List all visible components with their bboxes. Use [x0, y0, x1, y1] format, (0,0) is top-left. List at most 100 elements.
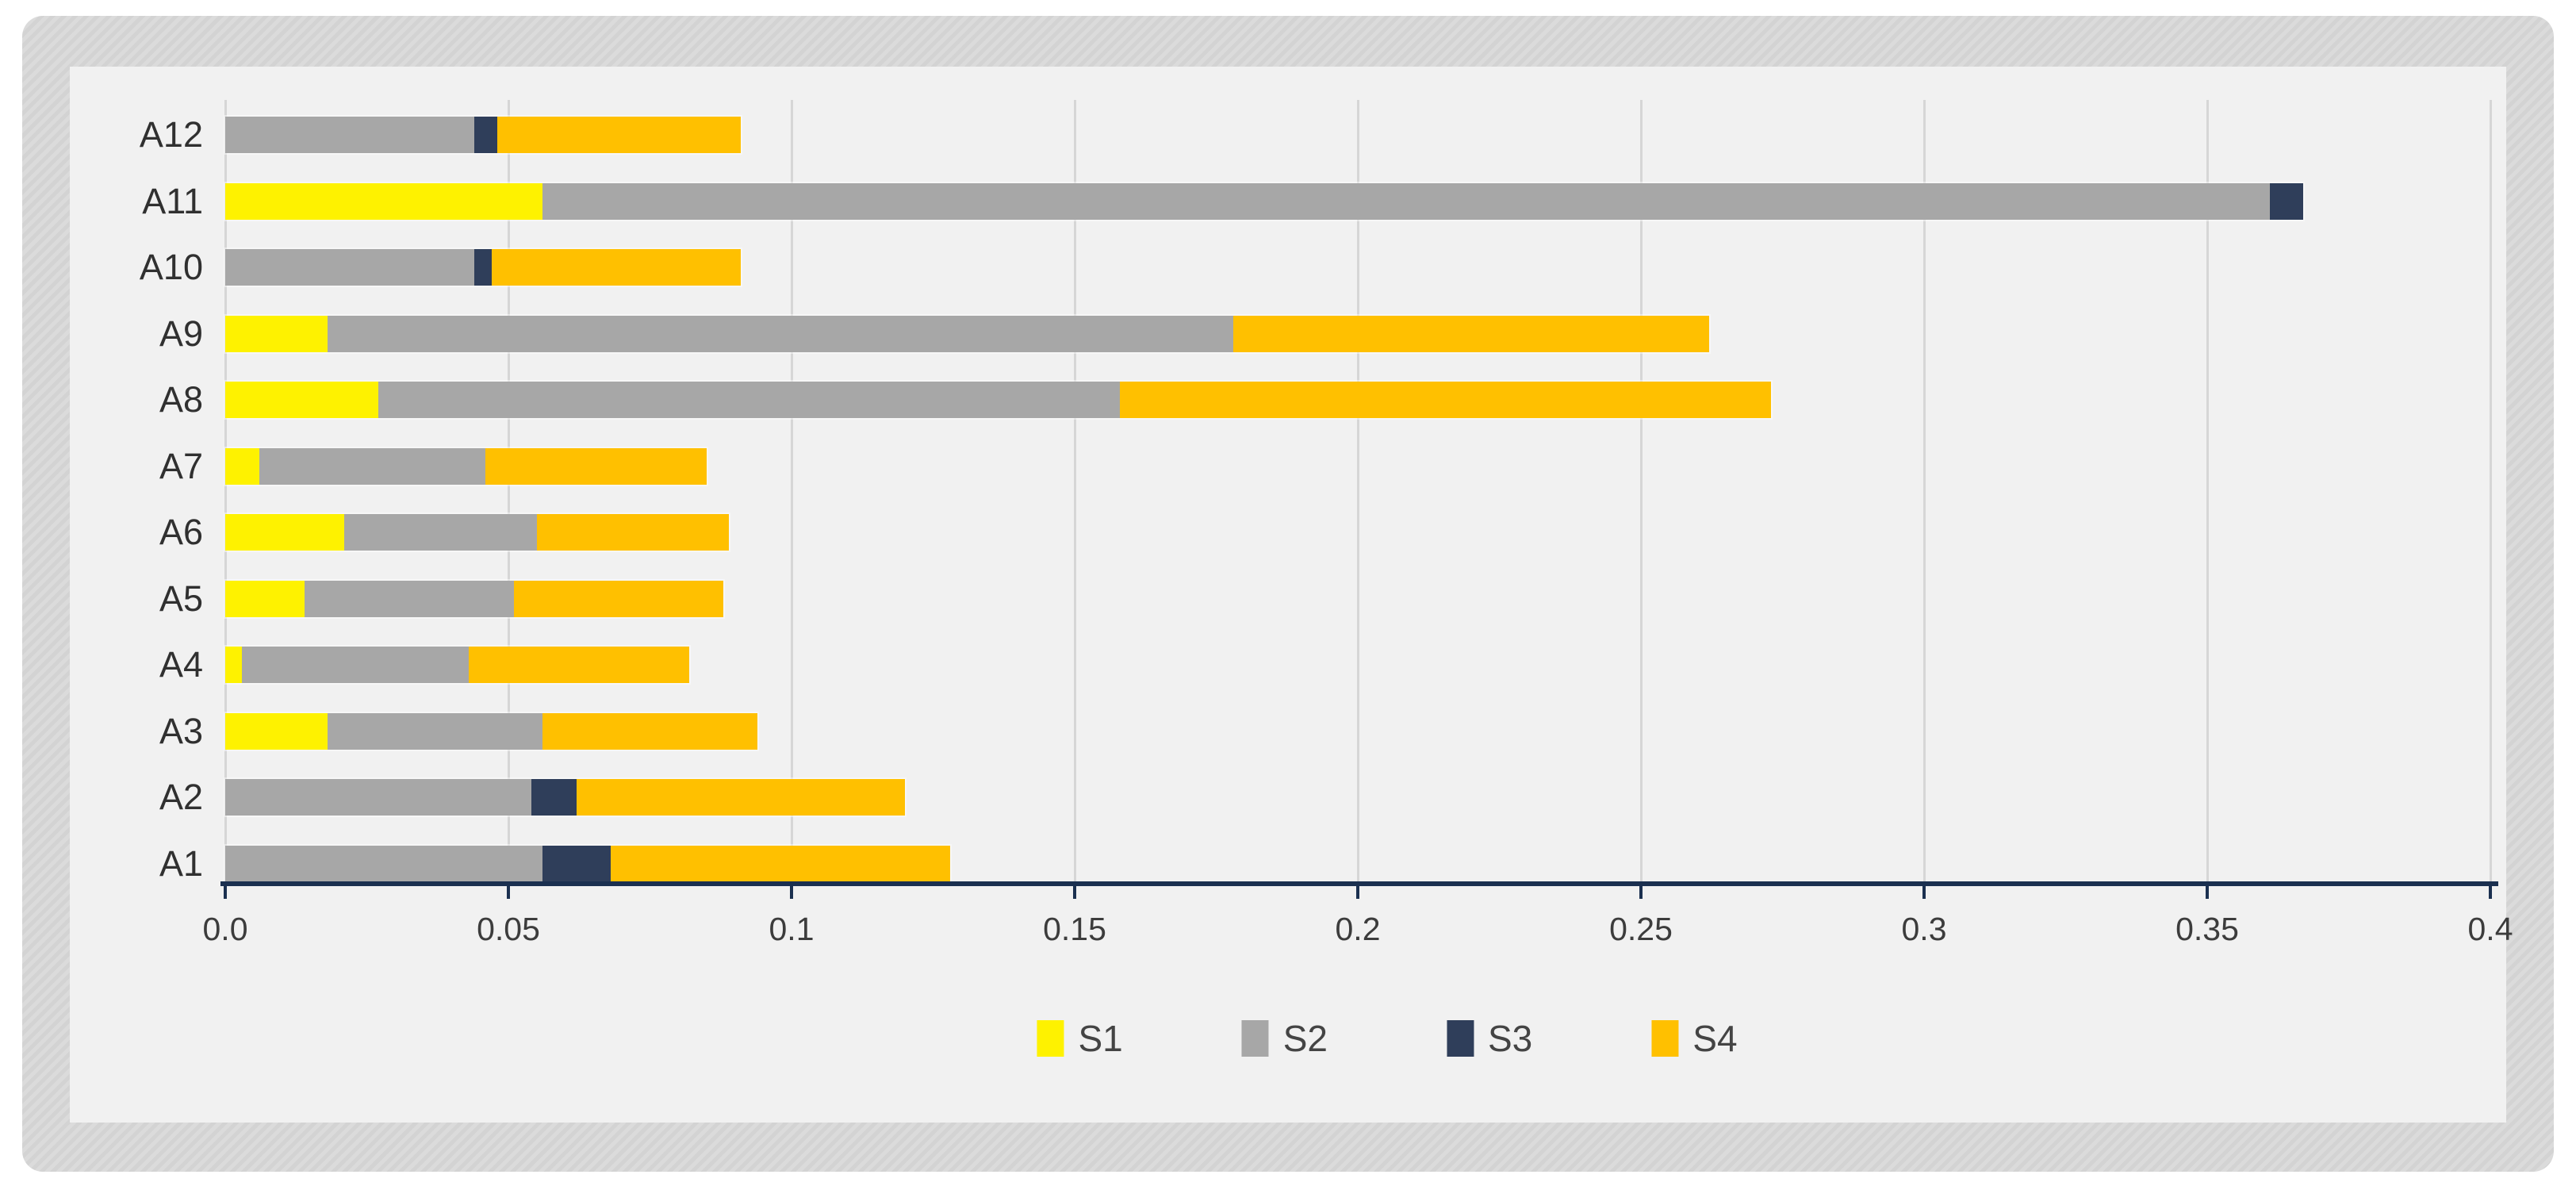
x-axis-tickmark-0.3 — [1922, 886, 1926, 899]
bar-segment-S1-A6 — [225, 514, 344, 551]
bar-segment-S2-A1 — [225, 845, 542, 882]
bar-segment-S2-A12 — [225, 117, 475, 153]
bar-segment-S3-A2 — [531, 779, 577, 816]
bar-segment-S2-A4 — [242, 647, 469, 683]
bar-segment-S1-A9 — [225, 315, 328, 352]
bar-segment-S4-A7 — [485, 447, 707, 485]
bar-row-A6 — [225, 514, 730, 551]
legend-swatch-S4 — [1651, 1020, 1679, 1057]
bar-segment-S4-A1 — [610, 845, 950, 882]
bar-segment-S2-A7 — [259, 447, 486, 485]
legend-item-S1: S1 — [1037, 1017, 1123, 1060]
legend-label-S3: S3 — [1488, 1018, 1533, 1059]
bar-row-A12 — [225, 117, 741, 153]
x-tick-label-0.3: 0.3 — [1901, 911, 1947, 947]
bar-row-A5 — [225, 580, 724, 617]
x-axis-tick-labels: 0.0 0.05 0.1 0.15 0.2 0.25 0.3 0.35 0.4 — [203, 911, 2513, 958]
legend-item-S2: S2 — [1241, 1017, 1328, 1060]
bar-segment-S2-A5 — [304, 580, 515, 617]
bar-segment-S4-A4 — [469, 647, 690, 683]
category-label-A10: A10 — [139, 247, 203, 287]
legend-swatch-S3 — [1447, 1020, 1474, 1057]
bar-segment-S2-A6 — [343, 514, 537, 551]
legend-label-S2: S2 — [1282, 1018, 1328, 1059]
bar-segment-S4-A5 — [514, 580, 724, 617]
bar-row-A3 — [225, 712, 758, 750]
bar-segment-S1-A8 — [225, 382, 378, 418]
x-tick-label-0.4: 0.4 — [2467, 911, 2513, 947]
bar-segment-S3-A10 — [474, 249, 492, 286]
legend: S1 S2 S3 S4 — [1037, 1017, 1738, 1060]
gridline-0.2 — [1356, 100, 1359, 881]
x-tick-label-0.2: 0.2 — [1335, 911, 1381, 947]
x-tick-label-0.25: 0.25 — [1609, 911, 1673, 947]
bar-segment-S1-A4 — [225, 647, 243, 683]
bar-segment-S1-A3 — [225, 712, 328, 750]
bar-segment-S4-A3 — [542, 712, 758, 750]
bar-segment-S4-A12 — [496, 117, 741, 153]
category-label-A6: A6 — [159, 512, 203, 552]
bar-segment-S2-A9 — [327, 315, 1233, 352]
legend-label-S4: S4 — [1692, 1018, 1738, 1059]
gridline-0.05 — [507, 100, 510, 881]
bar-row-A1 — [225, 845, 950, 882]
legend-item-S4: S4 — [1651, 1017, 1738, 1060]
bar-segment-S3-A11 — [2269, 182, 2304, 220]
category-label-A5: A5 — [159, 578, 203, 619]
x-axis-tickmark-0.25 — [1639, 886, 1643, 899]
category-label-A12: A12 — [139, 114, 203, 155]
x-axis-tickmark-0.35 — [2206, 886, 2209, 899]
bar-segment-S2-A3 — [327, 712, 542, 750]
x-axis-line — [220, 881, 2498, 886]
bar-segment-S1-A5 — [225, 580, 305, 617]
x-axis-tickmark-0.2 — [1356, 886, 1359, 899]
y-axis-labels: A12 A11 A10 A9 A8 A7 A6 A5 A4 A3 A2 A1 — [48, 100, 203, 884]
bar-row-A11 — [225, 182, 2304, 220]
bar-segment-S4-A6 — [536, 514, 730, 551]
bar-segment-S4-A10 — [491, 249, 741, 286]
legend-item-S3: S3 — [1447, 1017, 1532, 1060]
x-axis-tickmark-0.4 — [2489, 886, 2492, 899]
bar-row-A10 — [225, 249, 741, 286]
legend-swatch-S2 — [1241, 1020, 1269, 1057]
x-axis-tickmark-0.05 — [507, 886, 510, 899]
legend-swatch-S1 — [1037, 1020, 1064, 1057]
x-axis-tickmark-0.15 — [1073, 886, 1076, 899]
category-label-A9: A9 — [159, 313, 203, 354]
bar-row-A8 — [225, 382, 1772, 418]
x-axis-tickmark-0.1 — [790, 886, 793, 899]
bar-segment-S3-A1 — [542, 845, 611, 882]
bar-segment-S2-A2 — [225, 779, 531, 816]
category-label-A11: A11 — [142, 180, 203, 221]
gridline-0.1 — [790, 100, 793, 881]
bar-segment-S1-A11 — [225, 182, 542, 220]
x-axis-tickmark-0.0 — [224, 886, 227, 899]
category-label-A2: A2 — [159, 777, 203, 817]
gridline-0.35 — [2206, 100, 2209, 881]
x-tick-label-0.35: 0.35 — [2175, 911, 2239, 947]
bar-segment-S4-A2 — [576, 779, 905, 816]
bar-row-A4 — [225, 647, 690, 683]
bar-row-A7 — [225, 447, 707, 485]
x-tick-label-0.1: 0.1 — [769, 911, 815, 947]
gridline-0.0 — [224, 100, 227, 881]
bar-segment-S2-A8 — [378, 382, 1121, 418]
legend-label-S1: S1 — [1078, 1018, 1123, 1059]
gridline-0.15 — [1073, 100, 1076, 881]
bar-segment-S4-A8 — [1120, 382, 1772, 418]
gridline-0.3 — [1922, 100, 1926, 881]
category-label-A3: A3 — [159, 710, 203, 751]
bar-segment-S2-A10 — [225, 249, 475, 286]
category-label-A8: A8 — [159, 379, 203, 420]
bar-segment-S2-A11 — [542, 182, 2270, 220]
bar-row-A9 — [225, 315, 1709, 352]
bar-segment-S1-A7 — [225, 447, 259, 485]
bar-segment-S3-A12 — [474, 117, 497, 153]
x-tick-label-0.15: 0.15 — [1043, 911, 1106, 947]
x-tick-label-0.05: 0.05 — [477, 911, 540, 947]
category-label-A1: A1 — [159, 842, 203, 884]
category-label-A7: A7 — [159, 445, 203, 486]
gridline-0.25 — [1639, 100, 1643, 881]
x-tick-label-0.0: 0.0 — [202, 911, 248, 947]
plot-area — [224, 100, 2492, 882]
